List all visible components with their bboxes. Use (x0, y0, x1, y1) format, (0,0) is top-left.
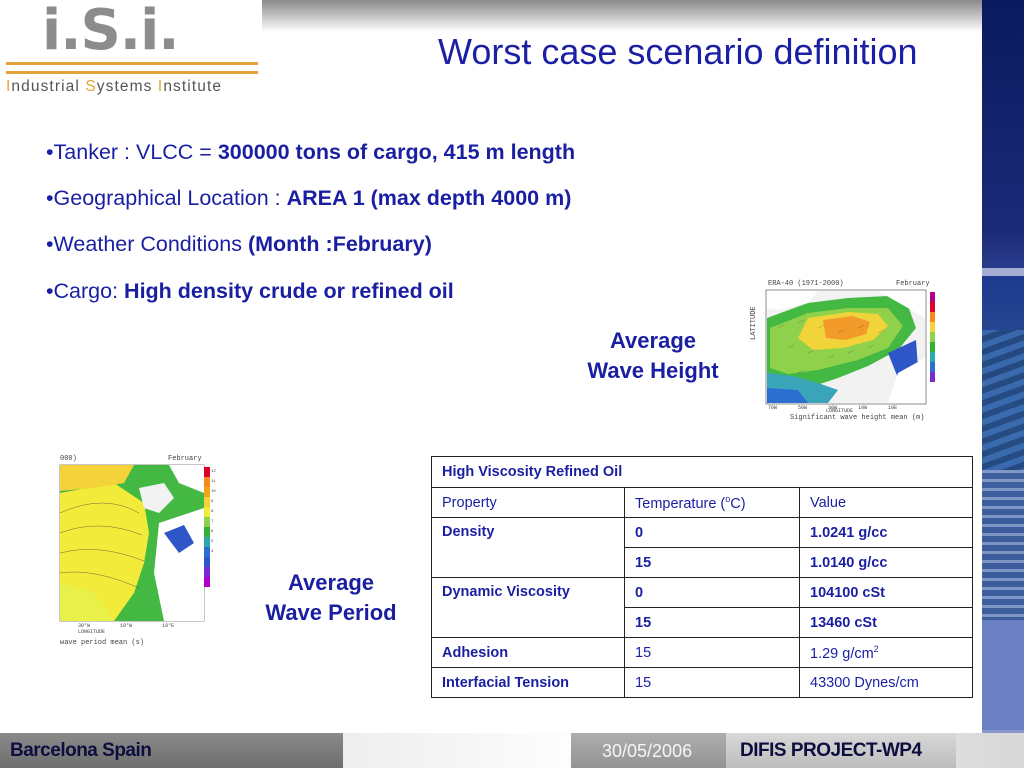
map-x-label: LONGITUDE (78, 629, 106, 635)
cell-temp: 0 (624, 577, 800, 608)
property-interfacial-tension: Interfacial Tension (431, 667, 625, 698)
bullet-tanker: •Tanker : VLCC = 300000 tons of cargo, 4… (46, 140, 576, 164)
wave-height-map: ERA-40 (1971-2000) February LATITUDE 70W… (748, 278, 938, 422)
wave-period-map-image (59, 464, 210, 622)
wave-height-map-image (765, 289, 935, 405)
bullet-weather: •Weather Conditions (Month :February) (46, 232, 432, 256)
map-title-left: 000) (60, 455, 77, 463)
table-row: Adhesion 15 1.29 g/cm2 (431, 637, 973, 668)
property-density: Density (431, 517, 625, 578)
property-viscosity: Dynamic Viscosity (431, 577, 625, 638)
footer-mid-block (571, 733, 726, 768)
wave-period-map: 000) February 30°W 10°W 10°E LONGITUDE w… (54, 453, 218, 655)
wave-height-caption: Average Wave Height (568, 326, 738, 386)
map-lon-ticks: 70W 50W 30W 10W 10E (768, 405, 898, 411)
map-title-right: February (168, 455, 202, 463)
footer-location: Barcelona Spain (10, 740, 152, 761)
caption-line: Wave Height (587, 358, 719, 383)
footer-bar: Barcelona Spain 30/05/2006 DIFIS PROJECT… (0, 733, 1024, 768)
cell-temp: 15 (624, 607, 800, 638)
footer-right-block (726, 733, 956, 768)
cell-value: 104100 cSt (799, 577, 973, 608)
table-row: Density 0 1.0241 g/cc (431, 517, 973, 578)
logo-mark-text: i.S.i. (42, 0, 180, 63)
cell-value: 1.0241 g/cc (799, 517, 973, 548)
cell-temp: 0 (624, 517, 800, 548)
map-title-left: ERA-40 (1971-2000) (768, 280, 844, 288)
cell-value: 1.0140 g/cc (799, 547, 973, 578)
oil-properties-table: High Viscosity Refined Oil Property Temp… (431, 456, 973, 698)
table-title: High Viscosity Refined Oil (431, 456, 973, 488)
top-gradient-band (262, 0, 982, 32)
map-y-label: LATITUDE (750, 306, 758, 340)
logo-subtitle: Industrial Systems Institute (6, 78, 223, 95)
cell-temp: 15 (624, 547, 800, 578)
header-temperature: Temperature (oC) (624, 487, 800, 518)
strip-highlight (982, 268, 1024, 276)
map-footer: wave period mean (s) (60, 639, 145, 647)
map-title-right: February (896, 280, 930, 288)
logo-stripe (6, 62, 258, 65)
cell-temp: 15 (624, 667, 800, 698)
logo-mark: i.S.i. (42, 0, 180, 63)
wave-period-caption: Average Wave Period (246, 568, 416, 628)
caption-line: Average (609, 328, 696, 353)
cell-value: 13460 cSt (799, 607, 973, 638)
logo-stripe (6, 71, 258, 74)
strip-window-pattern (982, 470, 1024, 620)
property-adhesion: Adhesion (431, 637, 625, 668)
slide-title: Worst case scenario definition (438, 31, 918, 72)
table-row: Interfacial Tension 15 43300 Dynes/cm (431, 667, 973, 698)
table-title-row: High Viscosity Refined Oil (431, 456, 973, 488)
footer-project: DIFIS PROJECT-WP4 (740, 740, 922, 761)
map-footer: Significant wave height mean (m) (790, 414, 925, 422)
bullet-cargo: •Cargo: High density crude or refined oi… (46, 279, 454, 303)
map-x-label: LONGITUDE (826, 408, 854, 414)
table-header-row: Property Temperature (oC) Value (431, 487, 973, 518)
caption-line: Average (287, 570, 374, 595)
strip-building-pattern (982, 330, 1024, 470)
footer-left-block (0, 733, 343, 768)
bullet-location: •Geographical Location : AREA 1 (max dep… (46, 186, 572, 210)
cell-temp: 15 (624, 637, 800, 668)
footer-date: 30/05/2006 (602, 741, 693, 761)
table-row: 15 1.0140 g/cc (432, 547, 973, 578)
strip-bottom-panel (982, 620, 1024, 730)
cell-value: 43300 Dynes/cm (799, 667, 973, 698)
header-property: Property (431, 487, 625, 518)
table-row: Dynamic Viscosity 0 104100 cSt (431, 577, 973, 638)
isi-logo: i.S.i. Industrial Systems Institute (0, 0, 262, 100)
header-value: Value (799, 487, 973, 518)
cell-value: 1.29 g/cm2 (799, 637, 973, 668)
right-decorative-strip (982, 0, 1024, 768)
caption-line: Wave Period (265, 600, 397, 625)
map-lon-ticks: 30°W 10°W 10°E (78, 623, 175, 629)
